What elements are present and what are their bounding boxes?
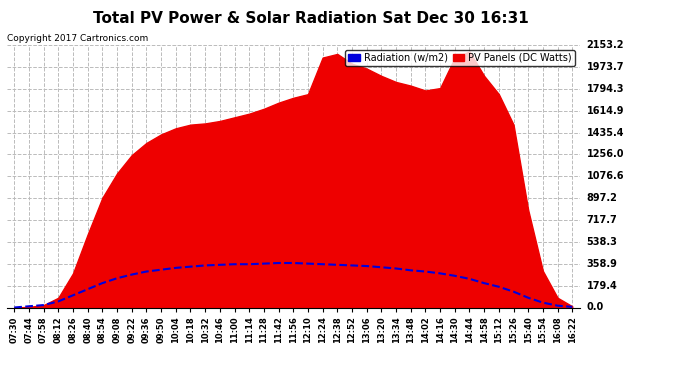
Text: 717.7: 717.7 xyxy=(586,215,618,225)
Text: 1076.6: 1076.6 xyxy=(586,171,624,181)
Text: 897.2: 897.2 xyxy=(586,193,618,203)
Text: 1794.3: 1794.3 xyxy=(586,84,624,94)
Text: 358.9: 358.9 xyxy=(586,259,618,269)
Text: 1435.4: 1435.4 xyxy=(586,128,624,138)
Text: 0.0: 0.0 xyxy=(586,303,604,312)
Text: 179.4: 179.4 xyxy=(586,280,618,291)
Text: 2153.2: 2153.2 xyxy=(586,40,624,50)
Text: Copyright 2017 Cartronics.com: Copyright 2017 Cartronics.com xyxy=(7,34,148,43)
Text: 1973.7: 1973.7 xyxy=(586,62,624,72)
Legend: Radiation (w/m2), PV Panels (DC Watts): Radiation (w/m2), PV Panels (DC Watts) xyxy=(345,50,575,66)
Text: 538.3: 538.3 xyxy=(586,237,618,247)
Text: 1256.0: 1256.0 xyxy=(586,149,624,159)
Text: 1614.9: 1614.9 xyxy=(586,106,624,116)
Text: Total PV Power & Solar Radiation Sat Dec 30 16:31: Total PV Power & Solar Radiation Sat Dec… xyxy=(92,11,529,26)
